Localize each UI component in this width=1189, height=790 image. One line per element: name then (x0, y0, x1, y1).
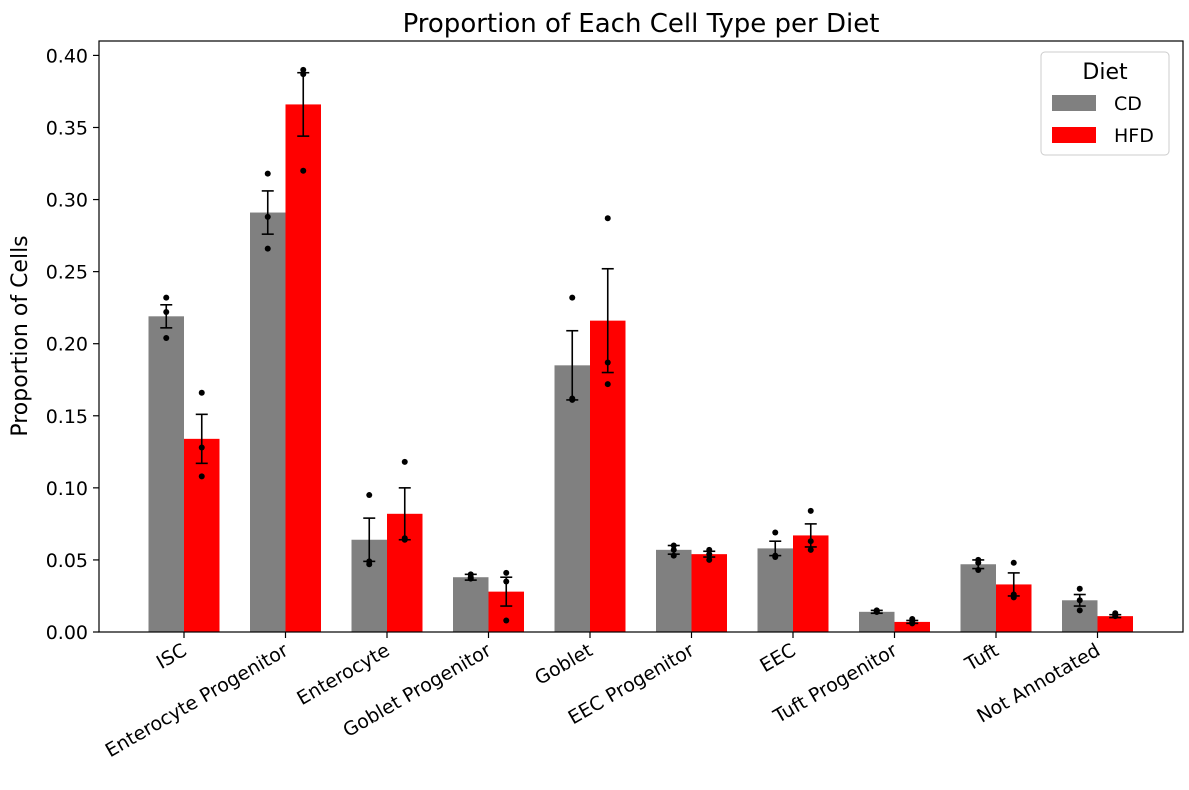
legend-title: Diet (1082, 60, 1128, 85)
data-point-cd-7-2 (873, 608, 880, 615)
x-tick-label-8: Tuft (961, 639, 1003, 676)
legend: Diet CD HFD (1040, 51, 1170, 156)
data-point-cd-2-2 (366, 561, 373, 568)
data-point-cd-1-2 (264, 245, 271, 252)
y-tick-label-0: 0.00 (46, 622, 88, 644)
data-point-cd-1-1 (264, 213, 271, 220)
data-point-hfd-1-2 (300, 167, 307, 174)
data-point-hfd-3-1 (503, 578, 510, 585)
bar-cd-8 (960, 564, 996, 632)
data-point-hfd-9-2 (1112, 613, 1119, 620)
x-tick-label-4: Goblet (531, 639, 596, 689)
bar-hfd-0 (184, 438, 220, 632)
data-point-cd-4-0 (569, 294, 576, 301)
y-tick-label-2: 0.10 (46, 478, 88, 500)
x-tick-label-1: Enterocyte Progenitor (102, 639, 293, 762)
bar-hfd-5 (691, 554, 727, 632)
bar-cd-5 (656, 549, 692, 632)
data-points-layer (163, 66, 1119, 627)
y-tick-label-6: 0.30 (46, 190, 88, 212)
data-point-hfd-4-2 (604, 381, 611, 388)
data-point-hfd-4-1 (604, 359, 611, 366)
y-axis: 0.00 0.05 0.10 0.15 0.20 0.25 0.30 0.35 0.40 (46, 45, 99, 644)
chart-title: Proportion of Each Cell Type per Diet (403, 9, 880, 39)
data-point-cd-2-0 (366, 492, 373, 499)
y-tick-label-4: 0.20 (46, 334, 88, 356)
data-point-hfd-0-2 (198, 473, 205, 480)
data-point-hfd-0-1 (198, 444, 205, 451)
data-point-cd-9-2 (1076, 607, 1083, 614)
bar-cd-1 (250, 212, 286, 632)
data-point-cd-0-0 (163, 294, 170, 301)
data-point-cd-8-1 (975, 559, 982, 566)
data-point-cd-0-2 (163, 334, 170, 341)
legend-swatch-cd (1052, 95, 1096, 111)
x-tick-label-0: ISC (153, 639, 191, 674)
data-point-hfd-3-2 (503, 617, 510, 624)
data-point-hfd-5-1 (706, 551, 713, 558)
data-point-hfd-5-0 (706, 546, 713, 553)
y-tick-label-1: 0.05 (46, 550, 88, 572)
data-point-hfd-4-0 (604, 215, 611, 222)
data-point-cd-8-2 (975, 567, 982, 574)
bar-cd-6 (757, 548, 793, 632)
y-tick-label-5: 0.25 (46, 262, 88, 284)
y-tick-label-8: 0.40 (46, 45, 88, 67)
data-point-hfd-2-0 (401, 458, 408, 465)
bar-hfd-1 (285, 104, 321, 633)
data-point-cd-5-2 (670, 552, 677, 559)
data-point-cd-4-2 (569, 396, 576, 403)
data-point-hfd-0-0 (198, 389, 205, 396)
plot-frame (98, 40, 1184, 633)
bar-cd-0 (148, 316, 184, 632)
legend-label-cd: CD (1114, 93, 1142, 115)
x-tick-label-6: EEC (756, 639, 799, 677)
data-point-cd-3-2 (467, 575, 474, 582)
y-tick-label-3: 0.15 (46, 406, 88, 428)
data-point-hfd-8-0 (1010, 559, 1017, 566)
data-point-cd-9-0 (1076, 585, 1083, 592)
data-point-cd-9-1 (1076, 597, 1083, 604)
data-point-hfd-1-1 (300, 71, 307, 78)
y-tick-label-7: 0.35 (46, 117, 88, 139)
data-point-hfd-3-0 (503, 569, 510, 576)
bar-hfd-7 (894, 621, 930, 632)
data-point-cd-5-0 (670, 542, 677, 549)
data-point-hfd-6-2 (807, 546, 814, 553)
bar-cd-3 (453, 577, 489, 632)
data-point-cd-5-1 (670, 546, 677, 553)
bar-cd-7 (859, 611, 895, 632)
legend-label-hfd: HFD (1114, 125, 1154, 147)
data-point-hfd-5-2 (706, 556, 713, 563)
data-point-hfd-7-2 (909, 620, 916, 627)
legend-swatch-hfd (1052, 127, 1096, 143)
y-axis-label: Proportion of Cells (8, 235, 33, 436)
data-point-cd-6-2 (772, 554, 779, 561)
data-point-hfd-6-0 (807, 507, 814, 514)
bars-layer (148, 104, 1133, 633)
data-point-cd-0-1 (163, 308, 170, 315)
bar-cd-4 (554, 365, 590, 632)
data-point-cd-6-0 (772, 529, 779, 536)
data-point-cd-1-0 (264, 170, 271, 177)
data-point-hfd-8-2 (1010, 594, 1017, 601)
error-bars-layer (160, 71, 1122, 625)
data-point-hfd-2-2 (401, 536, 408, 543)
bar-hfd-9 (1097, 616, 1133, 632)
data-point-hfd-1-0 (300, 66, 307, 73)
data-point-hfd-6-1 (807, 538, 814, 545)
